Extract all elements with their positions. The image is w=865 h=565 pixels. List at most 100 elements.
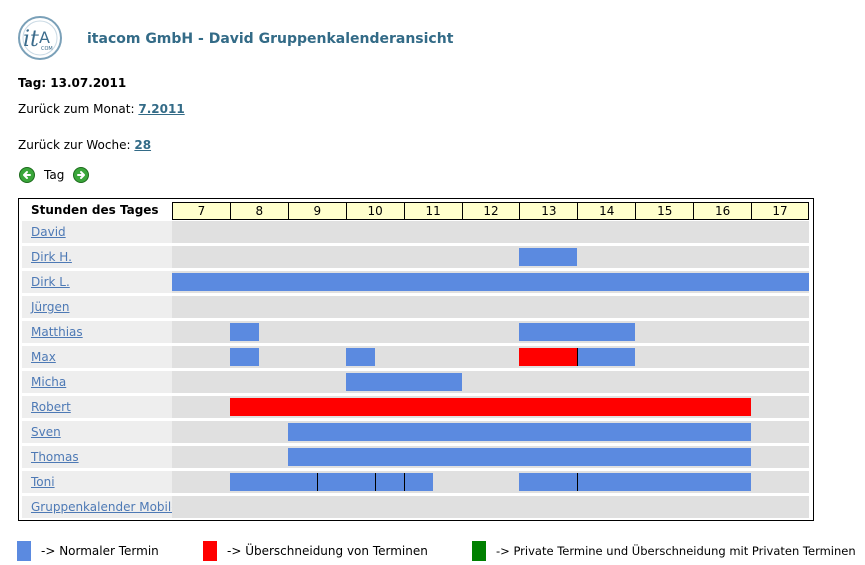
calendar-row: Gruppenkalender Mobile (22, 496, 809, 518)
appointment-bar[interactable] (519, 473, 578, 491)
row-name-cell: Robert (22, 396, 172, 418)
appointment-bar[interactable] (374, 473, 404, 491)
time-lane[interactable] (172, 371, 809, 393)
calendar-row: Jürgen (22, 296, 809, 318)
appointment-bar[interactable] (577, 348, 636, 366)
calendar-row: Micha (22, 371, 809, 393)
row-name-cell: Toni (22, 471, 172, 493)
appointment-bar[interactable] (519, 323, 636, 341)
user-link[interactable]: Sven (31, 425, 61, 439)
appointment-bar[interactable] (229, 473, 317, 491)
day-nav-label: Tag (44, 168, 65, 182)
user-link[interactable]: Robert (31, 400, 71, 414)
appointment-bar[interactable] (345, 348, 375, 366)
appointment-bar[interactable] (287, 448, 752, 466)
day-navigation: Tag (19, 167, 90, 183)
next-day-arrow-icon[interactable] (73, 167, 90, 183)
back-to-week: Zurück zur Woche: 28 (18, 138, 151, 152)
legend-normal-swatch (17, 541, 31, 561)
legend-overlap-swatch (203, 541, 217, 561)
hour-header-13: 13 (519, 202, 579, 220)
legend-private-label: -> Private Termine und Überschneidung mi… (496, 544, 856, 558)
hour-header-15: 15 (635, 202, 695, 220)
appointment-bar[interactable] (403, 473, 433, 491)
appointment-bar[interactable] (519, 248, 578, 266)
appointment-bar[interactable] (345, 373, 462, 391)
appointment-bar[interactable] (229, 348, 259, 366)
time-lane[interactable] (172, 221, 809, 243)
legend-overlap-label: -> Überschneidung von Terminen (227, 544, 428, 558)
appointment-bar[interactable] (577, 473, 752, 491)
user-link[interactable]: Micha (31, 375, 67, 389)
row-name-cell: Micha (22, 371, 172, 393)
appointment-separator (374, 473, 376, 491)
week-link[interactable]: 28 (134, 138, 152, 152)
user-link[interactable]: Jürgen (31, 300, 70, 314)
appointment-bar[interactable] (229, 398, 752, 416)
hour-header-16: 16 (693, 202, 753, 220)
time-lane[interactable] (172, 296, 809, 318)
hours-header-label: Stunden des Tages (31, 203, 159, 217)
page-title: itacom GmbH - David Gruppenkalenderansic… (87, 31, 454, 47)
time-lane[interactable] (172, 271, 809, 293)
time-lane[interactable] (172, 346, 809, 368)
back-month-label: Zurück zum Monat: (18, 102, 135, 116)
group-calendar-grid: Stunden des Tages 7 8 9 10 11 12 13 14 15 16 17 Dav… (18, 198, 814, 521)
hour-header-8: 8 (229, 202, 289, 220)
appointment-bar[interactable] (172, 273, 809, 291)
svg-text:it: it (23, 27, 39, 52)
appointment-separator (316, 473, 318, 491)
appointment-separator (577, 348, 579, 366)
month-link[interactable]: 7.2011 (138, 102, 185, 116)
user-link[interactable]: Dirk L. (31, 275, 70, 289)
user-link[interactable]: David (31, 225, 66, 239)
time-lane[interactable] (172, 471, 809, 493)
hour-header-9: 9 (287, 202, 347, 220)
legend-private: -> Private Termine und Überschneidung mi… (472, 541, 856, 561)
calendar-row: Matthias (22, 321, 809, 343)
time-lane[interactable] (172, 496, 809, 518)
time-lane[interactable] (172, 421, 809, 443)
row-name-cell: David (22, 221, 172, 243)
appointment-bar[interactable] (316, 473, 375, 491)
calendar-row: Thomas (22, 446, 809, 468)
itacom-logo: it A COM (18, 16, 62, 60)
row-name-cell: Gruppenkalender Mobile (22, 496, 172, 518)
user-link[interactable]: Dirk H. (31, 250, 72, 264)
hour-header-11: 11 (403, 202, 463, 220)
hour-header-17: 17 (751, 202, 809, 220)
logo-subtext: COM (41, 46, 53, 52)
user-link[interactable]: Toni (31, 475, 55, 489)
calendar-row: Dirk L. (22, 271, 809, 293)
calendar-row: Max (22, 346, 809, 368)
day-heading: Tag: 13.07.2011 (18, 76, 127, 90)
user-link[interactable]: Matthias (31, 325, 83, 339)
row-name-cell: Dirk L. (22, 271, 172, 293)
back-week-label: Zurück zur Woche: (18, 138, 131, 152)
appointment-bar[interactable] (287, 423, 752, 441)
back-to-month: Zurück zum Monat: 7.2011 (18, 102, 185, 116)
appointment-bar[interactable] (229, 323, 259, 341)
time-lane[interactable] (172, 446, 809, 468)
time-lane[interactable] (172, 321, 809, 343)
calendar-row: Sven (22, 421, 809, 443)
appointment-separator (577, 473, 579, 491)
calendar-row: Toni (22, 471, 809, 493)
legend-normal-label: -> Normaler Termin (41, 544, 159, 558)
row-name-cell: Jürgen (22, 296, 172, 318)
hour-header-12: 12 (461, 202, 521, 220)
hour-header-10: 10 (345, 202, 405, 220)
user-link[interactable]: Gruppenkalender Mobile (31, 500, 172, 514)
previous-day-arrow-icon[interactable] (19, 167, 35, 183)
hour-header-14: 14 (577, 202, 637, 220)
time-lane[interactable] (172, 396, 809, 418)
time-lane[interactable] (172, 246, 809, 268)
legend-overlap: -> Überschneidung von Terminen (203, 541, 428, 561)
row-name-cell: Sven (22, 421, 172, 443)
calendar-row: Robert (22, 396, 809, 418)
user-link[interactable]: Max (31, 350, 56, 364)
calendar-row: Dirk H. (22, 246, 809, 268)
appointment-bar[interactable] (519, 348, 578, 366)
row-name-cell: Dirk H. (22, 246, 172, 268)
user-link[interactable]: Thomas (31, 450, 79, 464)
